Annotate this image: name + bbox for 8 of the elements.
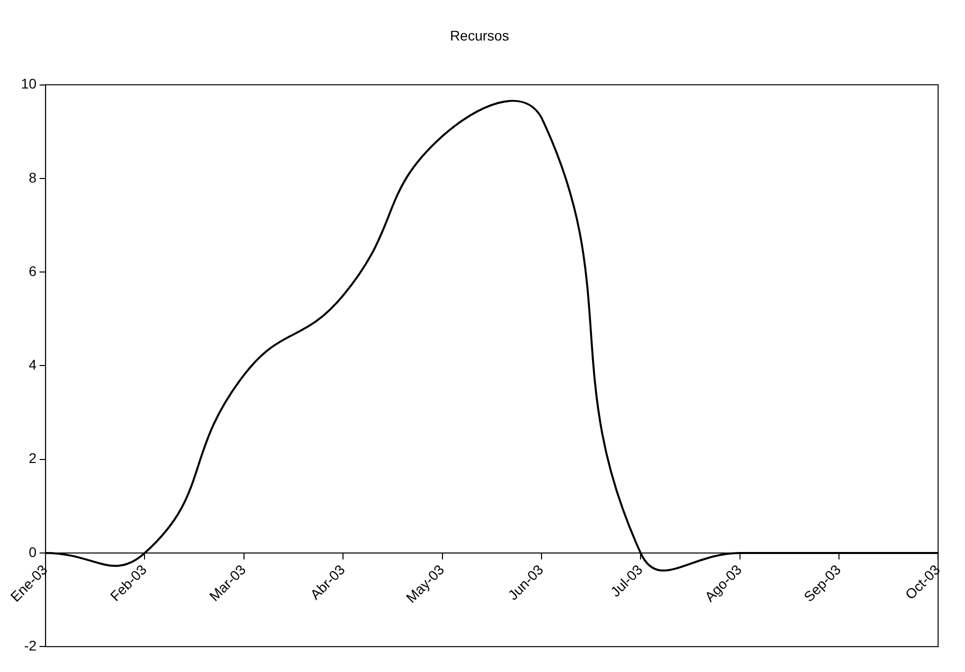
y-tick-label: 4 (28, 356, 37, 373)
y-tick-label: 10 (20, 76, 37, 92)
y-tick-label: -2 (24, 637, 37, 654)
y-tick-label: 6 (28, 262, 37, 279)
y-tick-label: 8 (28, 169, 37, 186)
y-tick-label: 2 (28, 450, 37, 466)
y-tick-label: 0 (28, 544, 37, 560)
chart-title: Recursos (450, 27, 510, 44)
